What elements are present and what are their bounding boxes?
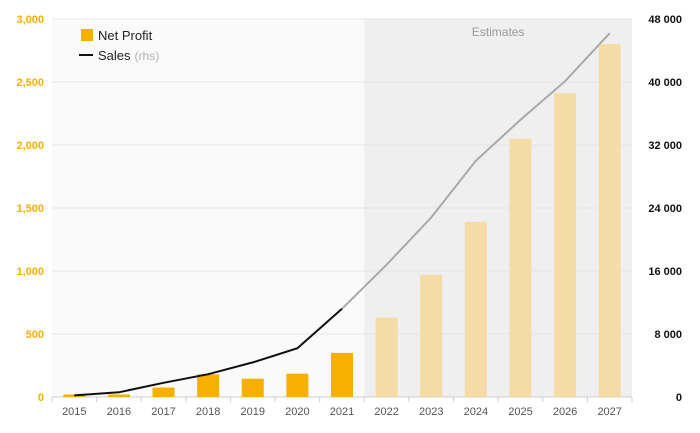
bar-net-profit-2025: [509, 138, 532, 397]
y-left-tick-label: 3,000: [16, 14, 44, 26]
legend-label-sales-text: Sales: [98, 48, 131, 63]
x-tick-label: 2015: [62, 406, 86, 418]
x-tick-label: 2027: [597, 406, 621, 418]
estimates-label: Estimates: [472, 25, 525, 39]
legend-label-sales: Sales (rhs): [98, 48, 159, 63]
x-tick-label: 2026: [553, 406, 577, 418]
bars: [63, 44, 621, 397]
bar-net-profit-2023: [420, 274, 443, 397]
x-tick-label: 2020: [285, 406, 309, 418]
bar-net-profit-2027: [598, 44, 621, 397]
bar-net-profit-2016: [107, 394, 130, 397]
x-tick-label: 2025: [508, 406, 532, 418]
y-left-tick-label: 1,000: [16, 266, 44, 278]
sales-line-actual: [74, 308, 343, 397]
x-tick-label: 2022: [374, 406, 398, 418]
legend-label-net-profit: Net Profit: [98, 28, 153, 43]
bar-net-profit-2018: [197, 374, 220, 397]
x-tick-label: 2016: [107, 406, 131, 418]
bar-net-profit-2017: [152, 387, 175, 397]
x-tick-label: 2024: [464, 406, 488, 418]
bar-net-profit-2021: [331, 352, 353, 397]
x-tick-label: 2023: [419, 406, 443, 418]
y-right-tick-label: 24 000: [648, 203, 682, 215]
y-right-tick-label: 40 000: [648, 77, 682, 89]
sales-line-estimate: [341, 32, 611, 310]
y-left-tick-label: 500: [26, 329, 44, 341]
bar-net-profit-2024: [464, 221, 487, 397]
y-right-tick-label: 48 000: [648, 14, 682, 26]
legend: Net Profit Sales (rhs): [79, 28, 159, 63]
y-right-tick-label: 0: [676, 392, 682, 404]
y-axis-right: 0 8 000 16 000 24 000 32 000 40 000 48 000: [648, 14, 682, 404]
y-left-tick-label: 1,500: [16, 203, 44, 215]
y-left-tick-label: 0: [38, 392, 44, 404]
bar-net-profit-2015: [63, 394, 86, 397]
y-axis-left: 0 500 1,000 1,500 2,000 2,500 3,000: [16, 14, 44, 404]
x-tick-label: 2021: [330, 406, 354, 418]
y-right-tick-label: 32 000: [648, 140, 682, 152]
bar-net-profit-2019: [241, 378, 264, 397]
y-right-tick-label: 16 000: [648, 266, 682, 278]
bar-net-profit-2020: [286, 373, 309, 397]
sales-line: [74, 32, 611, 397]
y-left-tick-label: 2,500: [16, 77, 44, 89]
bar-net-profit-2022: [375, 317, 398, 397]
legend-swatch-net-profit: [81, 29, 93, 41]
x-axis: 2015 2016 2017 2018 2019 2020 2021 2022 2023 2024…: [51, 397, 633, 418]
bar-net-profit-2026: [554, 93, 577, 397]
legend-note-rhs: (rhs): [135, 49, 160, 63]
x-tick-label: 2018: [196, 406, 220, 418]
y-left-tick-label: 2,000: [16, 140, 44, 152]
x-tick-label: 2019: [241, 406, 265, 418]
y-right-tick-label: 8 000: [654, 329, 682, 341]
x-tick-label: 2017: [151, 406, 175, 418]
